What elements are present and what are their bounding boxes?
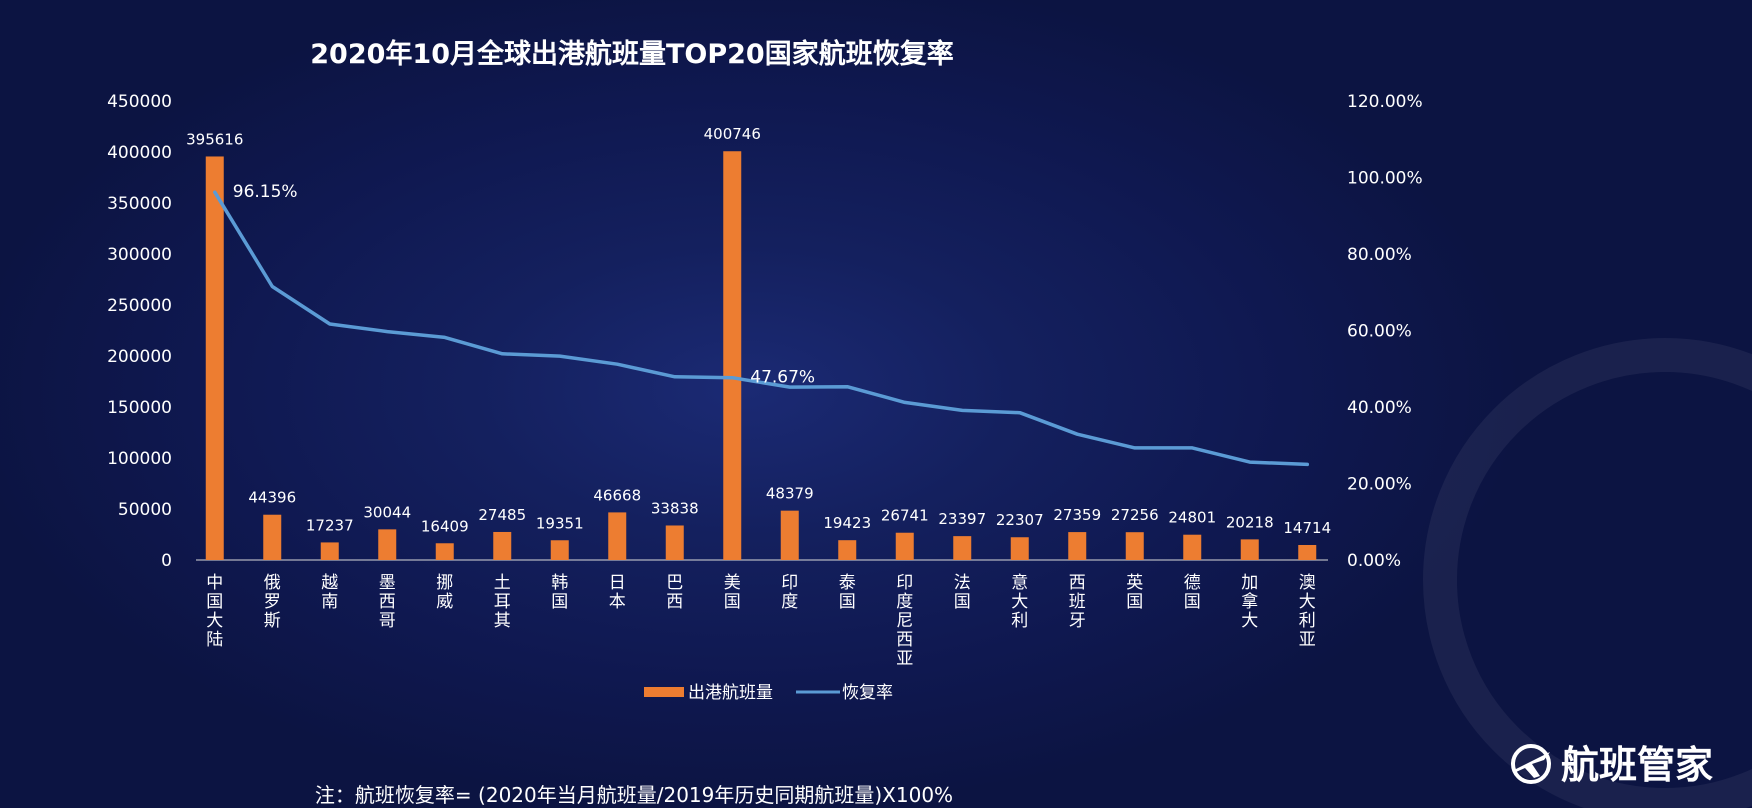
category-label: 意大利 [1011, 573, 1028, 631]
legend-bar-swatch [644, 687, 684, 697]
bar [838, 540, 857, 560]
category-label: 俄罗斯 [264, 573, 281, 631]
bar [550, 540, 569, 560]
category-label: 韩国 [551, 573, 568, 612]
bar [205, 156, 224, 560]
category-label: 墨西哥 [379, 573, 396, 631]
category-label: 挪威 [436, 573, 453, 612]
brand-logo: 航班管家 [1511, 743, 1713, 787]
bar [1125, 532, 1144, 560]
footnote: 注：航班恢复率= (2020年当月航班量/2019年历史同期航班量)X100% [315, 783, 953, 807]
right-axis-tick: 120.00% [1347, 92, 1423, 112]
bar-series [205, 151, 1317, 560]
bar [1298, 544, 1317, 560]
bar-value-label: 27359 [1053, 506, 1101, 524]
bar-value-label: 22307 [996, 511, 1044, 529]
legend-line-label: 恢复率 [842, 683, 893, 703]
category-labels: 中国大陆 俄罗斯 越南 墨西哥 挪威 土耳其 韩国 日本 巴西 美国 印度 泰国 印度尼西亚 法国 意大利 西… [206, 573, 1316, 669]
right-y-axis: 0.00% 20.00% 40.00% 60.00% 80.00% 100.00% 120.… [1347, 92, 1423, 571]
left-axis-tick: 50000 [118, 500, 172, 520]
bar-value-label: 48379 [766, 485, 814, 503]
left-axis-tick: 250000 [107, 296, 172, 316]
bar-value-label: 44396 [248, 489, 296, 507]
bar-value-label: 26741 [881, 507, 929, 525]
left-axis-tick: 200000 [107, 347, 172, 367]
bar-value-label: 395616 [186, 130, 243, 148]
bar-value-label: 33838 [651, 499, 699, 517]
bar-value-label: 19423 [823, 514, 871, 532]
category-label: 土耳其 [494, 573, 511, 631]
category-label: 法国 [954, 573, 971, 612]
bar-value-label: 24801 [1168, 509, 1216, 527]
category-label: 德国 [1184, 573, 1201, 612]
plane-logo-icon [1511, 744, 1551, 784]
bar-value-label: 400746 [704, 125, 761, 143]
bar-value-label: 16409 [421, 517, 469, 535]
bar [780, 510, 799, 560]
bar [1240, 539, 1259, 560]
category-label: 日本 [609, 573, 626, 612]
recovery-rate-line [213, 190, 1310, 467]
bar [1183, 534, 1202, 560]
category-label: 美国 [724, 573, 741, 612]
line-point-label: 96.15% [233, 182, 298, 202]
bar [723, 151, 742, 560]
bar [665, 525, 684, 560]
category-label: 加拿大 [1241, 573, 1258, 631]
category-label: 印度尼西亚 [896, 573, 913, 669]
bar [895, 532, 914, 560]
right-axis-tick: 80.00% [1347, 245, 1412, 265]
bar [608, 512, 627, 560]
line-point-label: 47.67% [750, 368, 815, 388]
legend: 出港航班量 恢复率 [644, 683, 893, 703]
left-axis-tick: 300000 [107, 245, 172, 265]
bar [493, 531, 512, 560]
left-axis-tick: 0 [161, 551, 172, 571]
bar-value-label: 27485 [478, 506, 526, 524]
left-y-axis: 0 50000 100000 150000 200000 250000 300000 3500… [107, 92, 172, 571]
background-watermark [1423, 338, 1752, 808]
category-label: 泰国 [839, 573, 856, 612]
bar-value-label: 20218 [1226, 513, 1274, 531]
right-axis-tick: 40.00% [1347, 398, 1412, 418]
legend-bar-label: 出港航班量 [688, 683, 773, 703]
bar-value-label: 17237 [306, 516, 354, 534]
chart-title: 2020年10月全球出港航班量TOP20国家航班恢复率 [310, 38, 953, 70]
right-axis-tick: 0.00% [1347, 551, 1401, 571]
bar-data-labels: 395616 44396 17237 30044 16409 27485 19351 4666… [186, 125, 1331, 537]
bar-value-label: 14714 [1283, 519, 1331, 537]
right-axis-tick: 20.00% [1347, 475, 1412, 495]
bar-value-label: 19351 [536, 514, 584, 532]
bar [435, 543, 454, 560]
brand-name: 航班管家 [1561, 743, 1713, 787]
category-label: 巴西 [666, 573, 683, 612]
category-label: 英国 [1126, 573, 1143, 612]
right-axis-tick: 60.00% [1347, 322, 1412, 342]
left-axis-tick: 450000 [107, 92, 172, 112]
bar [1068, 532, 1087, 560]
left-axis-tick: 350000 [107, 194, 172, 214]
category-label: 澳大利亚 [1299, 573, 1316, 650]
bar-value-label: 30044 [363, 503, 411, 521]
bar [378, 529, 397, 560]
left-axis-tick: 100000 [107, 449, 172, 469]
right-axis-tick: 100.00% [1347, 169, 1423, 189]
category-label: 中国大陆 [206, 573, 223, 650]
bar-value-label: 27256 [1111, 506, 1159, 524]
category-label: 越南 [321, 573, 338, 612]
bar [953, 536, 972, 560]
bar [320, 542, 339, 560]
left-axis-tick: 400000 [107, 143, 172, 163]
category-label: 印度 [781, 573, 798, 612]
bar [263, 514, 282, 560]
left-axis-tick: 150000 [107, 398, 172, 418]
bar-value-label: 23397 [938, 510, 986, 528]
category-label: 西班牙 [1069, 573, 1086, 631]
line-series: 96.15% 47.67% [213, 182, 1310, 467]
bar [1010, 537, 1029, 560]
bar-value-label: 46668 [593, 486, 641, 504]
